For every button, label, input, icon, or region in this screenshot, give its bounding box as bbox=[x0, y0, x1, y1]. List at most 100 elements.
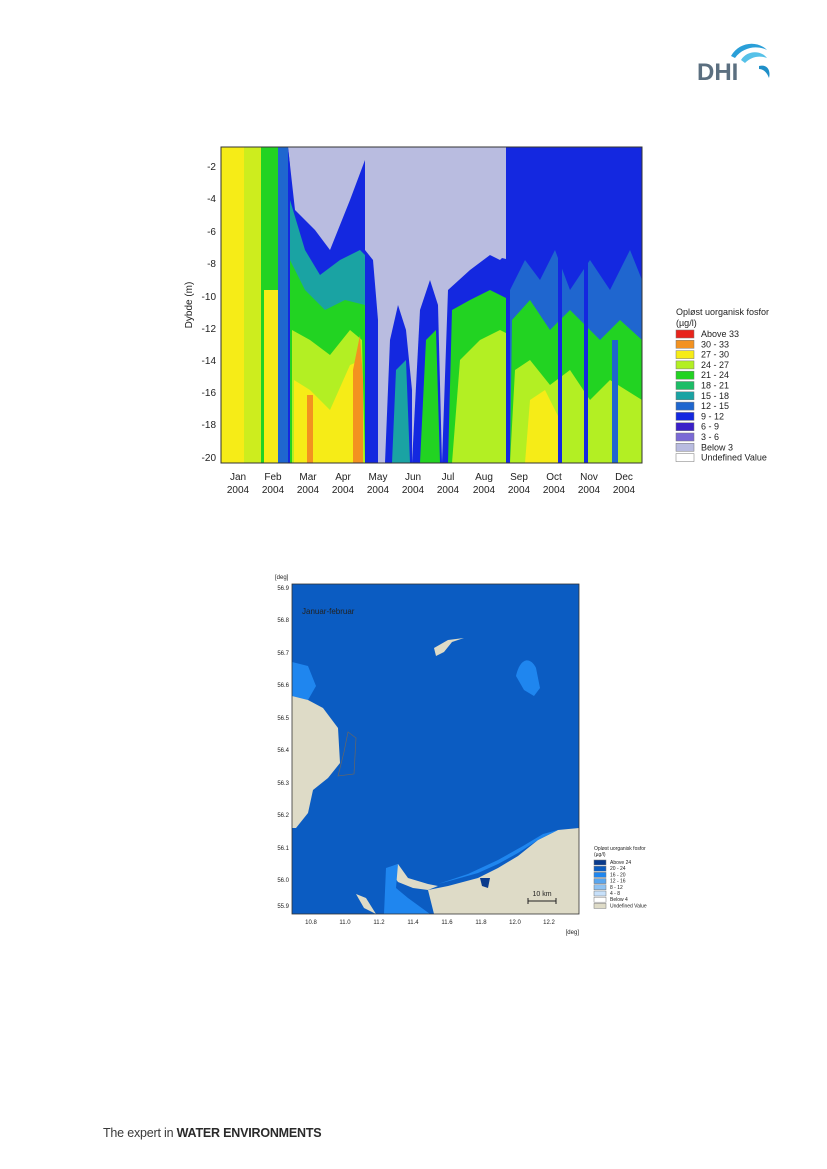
x-tick-year: 2004 bbox=[367, 485, 390, 496]
y-tick: -16 bbox=[202, 388, 217, 399]
x-tick-month: Feb bbox=[264, 472, 282, 483]
map-y-ticks: 56.9 56.8 56.7 56.6 56.5 56.4 56.3 56.2 … bbox=[277, 586, 289, 910]
legend-title: Opløst uorganisk fosfor bbox=[676, 307, 769, 317]
legend-unit: (µg/l) bbox=[594, 852, 606, 858]
map-unit-bottom: [deg] bbox=[566, 930, 580, 936]
x-tick-month: Jul bbox=[442, 472, 455, 483]
legend-label: Below 4 bbox=[610, 897, 628, 903]
legend-swatch bbox=[675, 340, 695, 349]
legend-swatch bbox=[675, 360, 695, 370]
x-tick-month: Sep bbox=[510, 472, 528, 483]
legend-swatch bbox=[593, 896, 607, 903]
y-tick: -10 bbox=[202, 292, 217, 303]
y-tick: -6 bbox=[207, 227, 216, 238]
x-tick-month: Dec bbox=[615, 472, 633, 483]
legend-swatch bbox=[593, 903, 607, 909]
x-tick-labels: Jan Feb Mar Apr May Jun Jul Aug Sep Oct … bbox=[227, 472, 636, 496]
y-tick: -14 bbox=[202, 356, 217, 367]
x-tick-year: 2004 bbox=[508, 485, 531, 496]
y-axis-label: Dybde (m) bbox=[184, 282, 195, 329]
legend-label: 30 - 33 bbox=[701, 339, 729, 349]
legend: Opløst uorganisk fosfor (µg/l) Above 333… bbox=[675, 307, 769, 463]
y-tick: 55.9 bbox=[277, 904, 289, 910]
legend-label: 24 - 27 bbox=[701, 360, 729, 370]
x-tick-month: May bbox=[369, 472, 388, 483]
y-tick: 56.0 bbox=[277, 878, 289, 884]
legend-title: Opløst uorganisk fosfor bbox=[594, 846, 646, 852]
x-tick-month: Nov bbox=[580, 472, 598, 483]
y-tick: -12 bbox=[202, 324, 217, 335]
x-tick: 11.4 bbox=[407, 920, 419, 926]
legend-label: 18 - 21 bbox=[701, 381, 729, 391]
map-unit-top: [deg] bbox=[275, 575, 289, 581]
x-tick-month: Jun bbox=[405, 472, 421, 483]
legend-unit: (µg/l) bbox=[676, 318, 697, 328]
dhi-logo: DHI bbox=[695, 36, 775, 86]
y-tick-labels: -2 -4 -6 -8 -10 -12 -14 -16 -18 -20 bbox=[202, 162, 217, 464]
legend-label: 21 - 24 bbox=[701, 370, 729, 380]
legend-swatch bbox=[593, 872, 607, 878]
y-tick: 56.9 bbox=[277, 586, 289, 592]
y-tick: 56.6 bbox=[277, 683, 289, 689]
x-tick-year: 2004 bbox=[227, 485, 250, 496]
legend-swatch bbox=[593, 859, 607, 866]
legend-label: 6 - 9 bbox=[701, 422, 719, 432]
x-tick-year: 2004 bbox=[473, 485, 496, 496]
footer-emphasis: WATER ENVIRONMENTS bbox=[176, 1126, 322, 1140]
legend-label: Undefined Value bbox=[701, 453, 767, 463]
legend-swatch bbox=[675, 329, 695, 339]
legend-label: Above 33 bbox=[701, 329, 739, 339]
legend-label: Above 24 bbox=[610, 860, 631, 866]
legend-label: 27 - 30 bbox=[701, 350, 729, 360]
x-tick: 10.8 bbox=[305, 920, 317, 926]
legend-swatch bbox=[675, 381, 695, 390]
legend-swatch bbox=[675, 412, 695, 421]
legend-label: Below 3 bbox=[701, 442, 733, 452]
legend-label: 3 - 6 bbox=[701, 432, 719, 442]
plot-area bbox=[221, 147, 642, 463]
y-tick: -20 bbox=[202, 453, 217, 464]
legend-swatch bbox=[593, 890, 607, 897]
y-tick: 56.5 bbox=[277, 716, 289, 722]
x-tick-year: 2004 bbox=[543, 485, 566, 496]
legend-label: 4 - 8 bbox=[610, 891, 620, 897]
x-tick: 12.2 bbox=[543, 920, 555, 926]
y-tick: 56.2 bbox=[277, 813, 289, 819]
legend-label: 16 - 20 bbox=[610, 872, 626, 878]
x-tick-year: 2004 bbox=[297, 485, 320, 496]
map-plot: [deg] Januar-februar 56.9 56.8 56.7 56.6… bbox=[275, 575, 647, 936]
scale-bar: 10 km bbox=[527, 891, 557, 904]
legend-label: 15 - 18 bbox=[701, 391, 729, 401]
x-tick-month: Aug bbox=[475, 472, 493, 483]
depth-time-plot: Dybde (m) -2 -4 -6 -8 -10 -12 -14 -16 -1… bbox=[184, 146, 769, 496]
y-tick: 56.7 bbox=[277, 651, 289, 657]
map-x-ticks: 10.8 11.0 11.2 11.4 11.6 11.8 12.0 12.2 bbox=[305, 920, 555, 926]
footer-tagline: The expert in WATER ENVIRONMENTS bbox=[103, 1126, 322, 1140]
y-tick: -8 bbox=[207, 259, 216, 270]
y-tick: -2 bbox=[207, 162, 216, 173]
map-title: Januar-februar bbox=[302, 607, 355, 616]
legend-label: 8 - 12 bbox=[610, 885, 623, 891]
legend-swatch bbox=[593, 865, 607, 872]
legend-label: Undefined Value bbox=[610, 903, 647, 909]
x-tick-year: 2004 bbox=[262, 485, 285, 496]
map-area bbox=[292, 584, 579, 914]
y-tick: -18 bbox=[202, 420, 217, 431]
legend-swatch bbox=[675, 453, 695, 462]
x-tick-year: 2004 bbox=[613, 485, 636, 496]
y-tick: 56.4 bbox=[277, 748, 289, 754]
x-tick-month: Oct bbox=[546, 472, 562, 483]
map-legend: Opløst uorganisk fosfor (µg/l) Above 242… bbox=[593, 846, 647, 909]
legend-swatch bbox=[675, 401, 695, 411]
legend-swatch bbox=[675, 391, 695, 401]
legend-swatch bbox=[675, 422, 695, 431]
legend-swatch bbox=[675, 370, 695, 380]
x-tick: 11.2 bbox=[373, 920, 385, 926]
y-tick: 56.8 bbox=[277, 618, 289, 624]
y-tick: 56.3 bbox=[277, 781, 289, 787]
legend-label: 12 - 16 bbox=[610, 879, 626, 885]
x-tick: 12.0 bbox=[509, 920, 521, 926]
x-tick: 11.0 bbox=[339, 920, 351, 926]
x-tick-year: 2004 bbox=[578, 485, 601, 496]
legend-label: 20 - 24 bbox=[610, 866, 626, 872]
